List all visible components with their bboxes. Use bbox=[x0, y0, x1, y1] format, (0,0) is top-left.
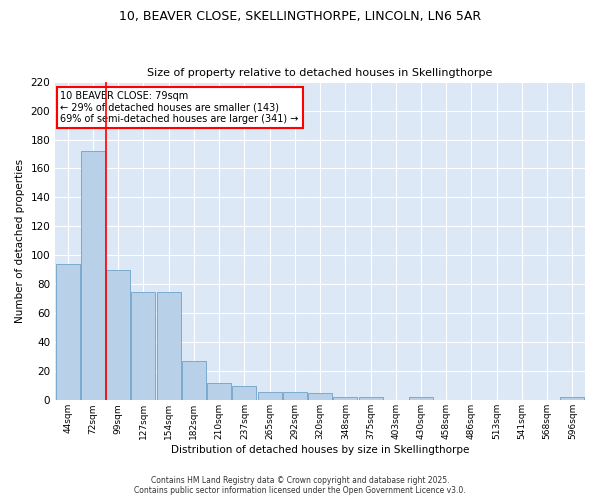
Title: Size of property relative to detached houses in Skellingthorpe: Size of property relative to detached ho… bbox=[148, 68, 493, 78]
Bar bbox=[359, 398, 383, 400]
Bar bbox=[157, 292, 181, 401]
Y-axis label: Number of detached properties: Number of detached properties bbox=[15, 159, 25, 323]
Bar bbox=[560, 398, 584, 400]
Bar bbox=[207, 383, 231, 400]
Bar bbox=[106, 270, 130, 400]
Bar bbox=[334, 398, 357, 400]
Text: Contains HM Land Registry data © Crown copyright and database right 2025.
Contai: Contains HM Land Registry data © Crown c… bbox=[134, 476, 466, 495]
Bar bbox=[56, 264, 80, 400]
Bar bbox=[81, 151, 105, 400]
Bar bbox=[409, 398, 433, 400]
Text: 10 BEAVER CLOSE: 79sqm
← 29% of detached houses are smaller (143)
69% of semi-de: 10 BEAVER CLOSE: 79sqm ← 29% of detached… bbox=[61, 91, 299, 124]
Bar bbox=[283, 392, 307, 400]
Bar bbox=[308, 393, 332, 400]
Bar bbox=[182, 361, 206, 401]
Bar bbox=[232, 386, 256, 400]
X-axis label: Distribution of detached houses by size in Skellingthorpe: Distribution of detached houses by size … bbox=[171, 445, 469, 455]
Bar bbox=[131, 292, 155, 401]
Text: 10, BEAVER CLOSE, SKELLINGTHORPE, LINCOLN, LN6 5AR: 10, BEAVER CLOSE, SKELLINGTHORPE, LINCOL… bbox=[119, 10, 481, 23]
Bar bbox=[257, 392, 281, 400]
